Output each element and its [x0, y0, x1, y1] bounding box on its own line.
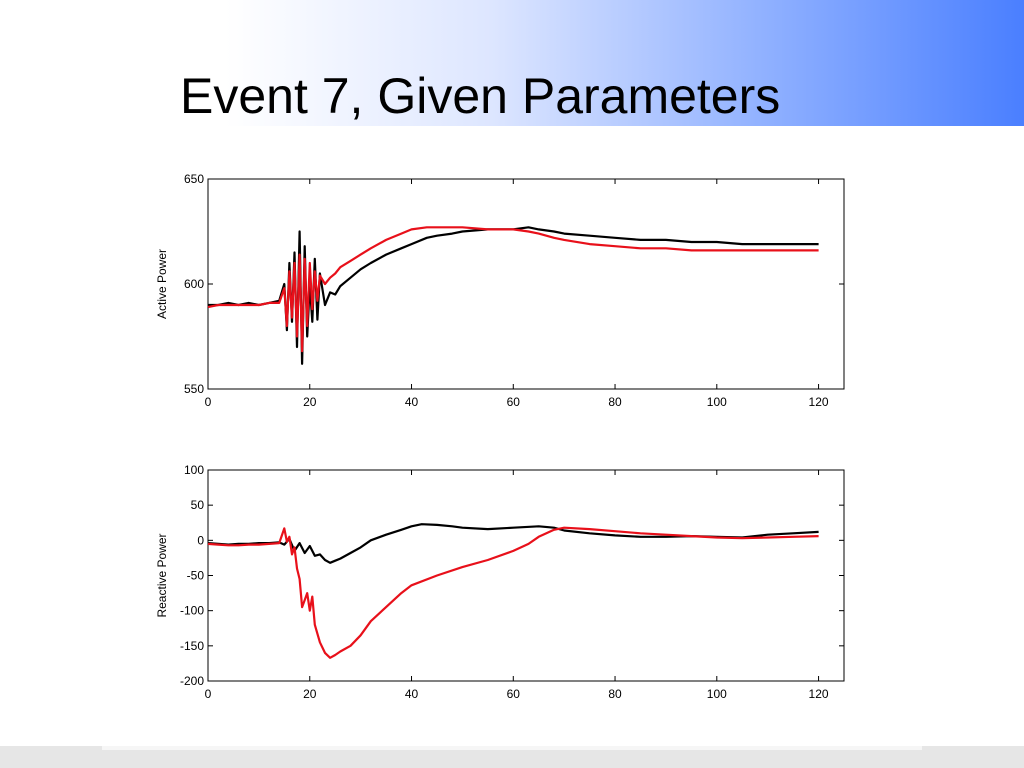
chart-2-ytick-label: 100: [184, 463, 204, 477]
chart-2-ytick-label: -150: [180, 639, 204, 653]
chart-2-ytick-label: -50: [187, 569, 205, 583]
footer-highlight: [102, 746, 922, 750]
chart-2-frame: [207, 469, 845, 682]
chart-1-ytick-label: 600: [184, 277, 204, 291]
chart-2-series-2-line: [207, 526, 819, 659]
chart-1-ytick-label: 650: [184, 172, 204, 186]
chart-2-ylabel: Reactive Power: [155, 533, 169, 617]
chart-2-xtick-label: 120: [809, 687, 829, 701]
chart-2-xtick-label: 40: [405, 687, 419, 701]
chart-2-ytick-label: 50: [191, 498, 205, 512]
chart-1-ytick-label: 550: [184, 382, 204, 396]
chart-2-ytick-label: -200: [180, 674, 204, 688]
chart-2-xtick-label: 100: [707, 687, 727, 701]
chart-1-xtick-label: 0: [205, 395, 212, 409]
chart-2-xtick-label: 80: [608, 687, 622, 701]
slide-title: Event 7, Given Parameters: [180, 68, 781, 124]
chart-1-ylabel: Active Power: [155, 249, 169, 319]
chart-1-xtick-label: 80: [608, 395, 622, 409]
chart-2-ytick-label: 0: [197, 533, 204, 547]
chart-2-xtick-label: 60: [507, 687, 521, 701]
chart-1-xtick-label: 120: [809, 395, 829, 409]
title-banner: [0, 0, 1024, 126]
chart-2-ytick-label: -100: [180, 604, 204, 618]
chart-1-xtick-label: 40: [405, 395, 419, 409]
chart-2-xtick-label: 20: [303, 687, 317, 701]
chart-1-xtick-label: 60: [507, 395, 521, 409]
chart-1-series-2-line: [207, 226, 819, 353]
chart-2-xtick-label: 0: [205, 687, 212, 701]
chart-2-series-1-line: [207, 523, 819, 564]
footer-bar: [0, 746, 1024, 768]
chart-1-xtick-label: 100: [707, 395, 727, 409]
chart-1-xtick-label: 20: [303, 395, 317, 409]
